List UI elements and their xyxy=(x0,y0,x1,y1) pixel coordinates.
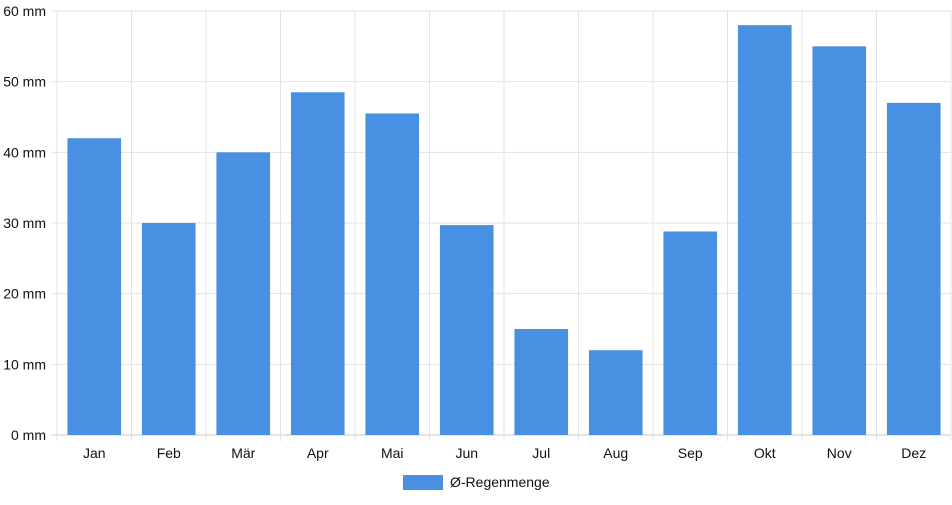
bar-nov[interactable] xyxy=(812,46,867,435)
bar-jul[interactable] xyxy=(514,329,569,435)
bar-sep[interactable] xyxy=(663,231,718,435)
y-tick-label: 20 mm xyxy=(3,286,46,302)
bar-okt[interactable] xyxy=(737,25,792,436)
legend[interactable]: Ø-Regenmenge xyxy=(403,474,550,490)
x-axis-ticks: Jan Feb Mär Apr Mai Jun Jul Aug Sep Okt Nov Dez xyxy=(83,445,926,461)
x-tick-label: Feb xyxy=(157,445,181,461)
bar-jan[interactable] xyxy=(67,138,122,435)
x-tick-label: Jun xyxy=(455,445,478,461)
bar-aug[interactable] xyxy=(588,350,643,435)
x-tick-label: Mai xyxy=(381,445,404,461)
x-tick-label: Jul xyxy=(532,445,550,461)
bar-dez[interactable] xyxy=(886,102,941,435)
x-tick-label: Mär xyxy=(231,445,255,461)
y-tick-label: 0 mm xyxy=(11,427,46,443)
x-tick-label: Aug xyxy=(603,445,628,461)
y-tick-label: 30 mm xyxy=(3,215,46,231)
bar-series xyxy=(67,25,941,436)
y-axis-ticks: 0 mm 10 mm 20 mm 30 mm 40 mm 50 mm 60 mm xyxy=(3,3,46,443)
y-tick-label: 10 mm xyxy=(3,356,46,372)
x-tick-label: Okt xyxy=(754,445,776,461)
bar-feb[interactable] xyxy=(141,223,196,435)
x-tick-label: Dez xyxy=(901,445,926,461)
y-tick-label: 50 mm xyxy=(3,74,46,90)
x-tick-label: Jan xyxy=(83,445,106,461)
y-tick-label: 60 mm xyxy=(3,3,46,19)
legend-label[interactable]: Ø-Regenmenge xyxy=(450,474,550,490)
x-tick-label: Sep xyxy=(678,445,703,461)
bar-jun[interactable] xyxy=(439,225,494,435)
y-tick-label: 40 mm xyxy=(3,144,46,160)
bar-mär[interactable] xyxy=(216,152,271,436)
grid-lines xyxy=(51,10,952,441)
legend-swatch[interactable] xyxy=(403,475,443,490)
bar-apr[interactable] xyxy=(290,92,345,436)
x-tick-label: Apr xyxy=(307,445,329,461)
x-tick-label: Nov xyxy=(827,445,852,461)
bar-mai[interactable] xyxy=(365,113,420,435)
